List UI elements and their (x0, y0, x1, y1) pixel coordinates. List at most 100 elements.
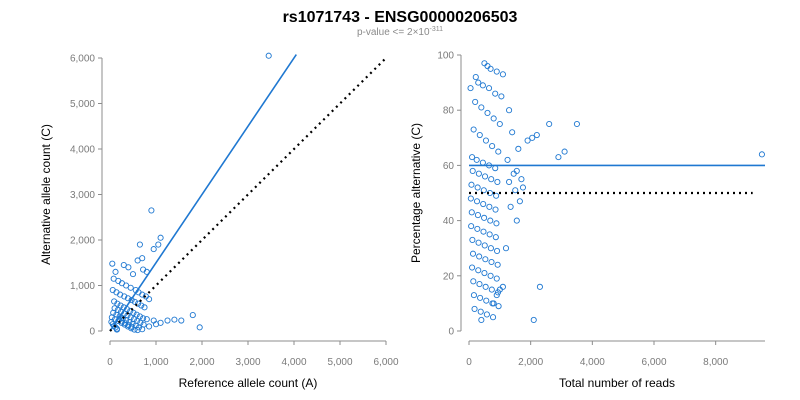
y-tick-label: 1,000 (70, 281, 95, 292)
data-point (475, 170, 482, 177)
data-point (480, 228, 487, 235)
data-point (481, 173, 489, 180)
data-point (515, 145, 522, 152)
data-point (468, 209, 475, 216)
data-point (489, 314, 497, 321)
data-point (471, 305, 478, 312)
data-point (481, 242, 488, 249)
data-point (489, 143, 496, 150)
data-point (492, 165, 499, 172)
data-point (469, 167, 476, 174)
x-tick-label: 3,000 (235, 357, 260, 368)
y-tick-label: 80 (443, 106, 455, 117)
data-point (127, 307, 134, 315)
data-point (136, 241, 143, 248)
data-point (475, 79, 482, 86)
data-point (494, 261, 501, 268)
data-point (127, 284, 134, 291)
data-point (485, 85, 493, 92)
y-tick-label: 60 (443, 161, 455, 172)
data-point (125, 264, 132, 271)
data-point (492, 206, 499, 213)
data-point (140, 315, 147, 322)
data-point (481, 214, 488, 221)
data-point (494, 289, 502, 296)
chart-subtitle: p-value <= 2×10-311 (357, 26, 443, 38)
data-point (134, 257, 141, 264)
data-point (121, 293, 128, 300)
data-point (518, 176, 525, 183)
data-point (139, 291, 146, 298)
x-tick-label: 2,000 (518, 357, 543, 368)
data-point (474, 212, 481, 219)
data-point (146, 296, 153, 303)
data-point (469, 154, 476, 161)
data-point (530, 316, 537, 324)
data-point (136, 313, 143, 320)
data-point (484, 109, 491, 117)
data-point (157, 319, 164, 326)
x-axis-label: Reference allele count (A) (179, 376, 318, 390)
data-point (467, 85, 474, 92)
data-point (480, 187, 487, 194)
left-scatter-plot: 0 1,000 2,000 3,000 4,000 5,000 6,000 0 1,000 2,0… (39, 52, 399, 390)
y-tick-label: 20 (443, 271, 455, 282)
y-axis-label: Alternative allele count (C) (39, 124, 53, 265)
data-point (486, 231, 493, 238)
data-point (512, 187, 519, 194)
data-point (493, 292, 500, 299)
data-point (134, 327, 141, 334)
data-point (469, 264, 476, 271)
data-point (124, 295, 131, 302)
data-point (476, 281, 483, 288)
data-point (467, 195, 474, 202)
data-point (487, 245, 494, 252)
data-point (490, 115, 497, 122)
data-point (510, 170, 517, 177)
data-point (494, 247, 501, 255)
data-point (758, 151, 765, 158)
x-tick-label: 6,000 (373, 357, 398, 368)
data-point (481, 269, 488, 277)
y-tick-label: 100 (437, 51, 454, 62)
data-point (117, 302, 124, 309)
data-point (493, 275, 500, 282)
data-point (498, 93, 505, 100)
data-point (546, 120, 553, 128)
data-point (489, 300, 496, 307)
x-tick-label: 5,000 (327, 357, 352, 368)
y-tick-label: 3,000 (70, 190, 95, 201)
data-point (135, 300, 142, 307)
y-tick-label: 6,000 (70, 54, 95, 65)
data-point (122, 320, 129, 327)
data-point (112, 268, 119, 275)
data-point (155, 241, 162, 248)
data-point (128, 323, 135, 330)
data-point (138, 302, 145, 309)
data-point (496, 120, 503, 128)
data-point (487, 272, 494, 279)
reference-line (109, 57, 387, 332)
data-point (196, 324, 203, 331)
data-point (477, 294, 484, 301)
data-point (139, 326, 146, 333)
subtitle-text: p-value <= 2×10 (357, 27, 430, 38)
data-point (178, 317, 185, 324)
data-point (128, 297, 135, 304)
data-point (130, 309, 137, 316)
data-point (468, 223, 475, 230)
data-point (157, 234, 164, 241)
x-tick-label: 6,000 (641, 357, 666, 368)
data-point (476, 131, 483, 139)
data-point (468, 181, 475, 188)
data-point (474, 225, 481, 232)
data-point (483, 311, 490, 318)
y-tick-label: 0 (448, 327, 454, 338)
data-point (472, 74, 479, 81)
data-point (473, 156, 480, 163)
x-tick-label: 0 (466, 357, 472, 368)
data-point (131, 298, 138, 305)
data-point (109, 260, 116, 267)
data-point (479, 82, 486, 89)
data-point (493, 68, 500, 75)
